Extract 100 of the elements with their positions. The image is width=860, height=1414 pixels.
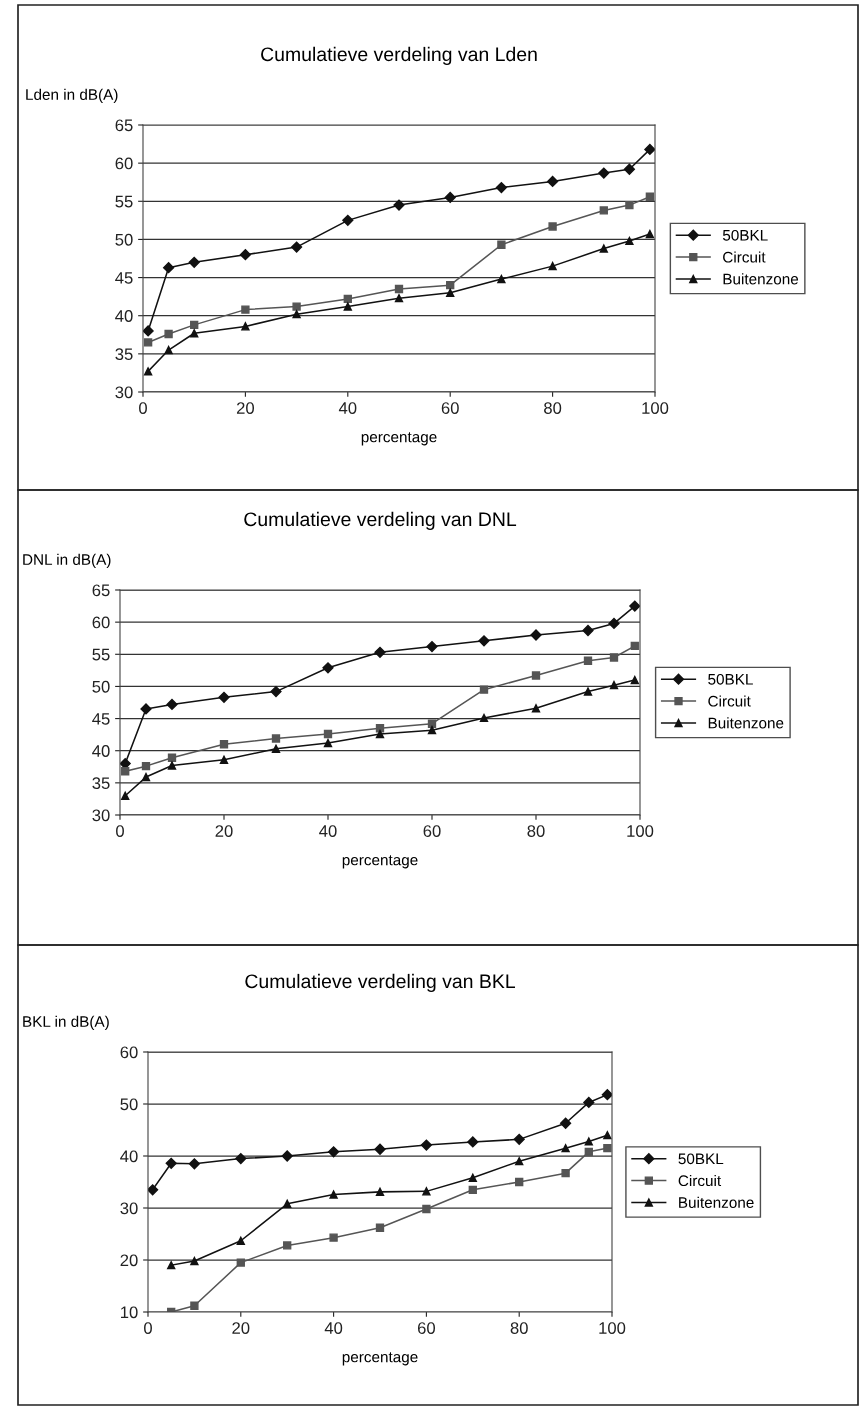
point	[630, 675, 639, 685]
x-tick-label: 100	[627, 825, 654, 837]
point	[478, 635, 490, 647]
y-tick-label: 40	[92, 745, 110, 757]
chart-title: Cumulatieve verdeling van BKL	[245, 973, 516, 992]
point	[239, 249, 252, 261]
point	[323, 738, 333, 748]
x-tick-label: 80	[510, 1322, 528, 1334]
legend-label: 50BKL	[678, 1153, 724, 1165]
point	[583, 1096, 595, 1109]
point	[343, 294, 352, 304]
y-tick-label: 65	[115, 119, 133, 132]
point	[375, 1187, 385, 1197]
point	[236, 1236, 245, 1245]
point	[190, 1301, 199, 1310]
point	[497, 240, 506, 249]
legend-label: Circuit	[678, 1174, 722, 1187]
point	[468, 1185, 477, 1194]
point	[281, 1150, 293, 1162]
point	[271, 744, 281, 753]
x-tick-label: 60	[441, 402, 459, 414]
point	[561, 1144, 570, 1153]
point	[394, 294, 404, 303]
point	[583, 687, 593, 696]
x-axis-title: percentage	[361, 432, 437, 446]
point	[515, 1157, 524, 1166]
point	[599, 206, 608, 215]
point	[375, 729, 385, 739]
point	[548, 222, 557, 231]
y-tick-label: 60	[92, 616, 110, 629]
point	[143, 338, 153, 347]
x-tick-label: 60	[417, 1322, 436, 1334]
point	[374, 646, 386, 658]
point	[546, 175, 559, 188]
point	[601, 1089, 612, 1101]
x-tick-label: 80	[527, 825, 545, 837]
point	[531, 671, 541, 680]
y-tick-label: 10	[121, 1306, 138, 1319]
point	[219, 740, 229, 749]
point	[164, 329, 173, 339]
x-tick-label: 40	[319, 825, 337, 837]
x-tick-label: 20	[215, 825, 233, 837]
chart-title: Cumulatieve verdeling van DNL	[244, 511, 517, 530]
point	[394, 284, 404, 294]
point	[513, 1133, 525, 1145]
x-axis-title: percentage	[342, 1352, 418, 1366]
point	[446, 281, 455, 290]
point	[148, 1184, 159, 1196]
point	[582, 624, 594, 637]
y-tick-label: 20	[120, 1254, 138, 1267]
x-tick-label: 60	[423, 825, 441, 837]
y-tick-label: 60	[115, 157, 133, 170]
x-tick-label: 0	[139, 402, 147, 414]
point	[515, 1177, 524, 1187]
point	[271, 734, 281, 743]
point	[583, 656, 593, 665]
point	[270, 685, 282, 698]
point	[121, 767, 130, 776]
point	[625, 236, 634, 246]
point	[561, 1168, 570, 1178]
legend-label: Buitenzone	[723, 273, 799, 285]
point	[584, 1137, 593, 1146]
y-tick-label: 40	[120, 1150, 138, 1163]
point	[283, 1199, 292, 1209]
point	[167, 761, 177, 770]
point	[420, 1139, 433, 1151]
point	[644, 143, 655, 156]
y-axis-title: Lden in dB(A)	[26, 88, 118, 103]
point	[625, 200, 634, 210]
point	[559, 1117, 572, 1129]
x-tick-label: 40	[324, 1322, 343, 1334]
point	[162, 262, 175, 274]
y-tick-label: 30	[115, 386, 133, 399]
point	[603, 1144, 612, 1153]
point	[283, 1241, 292, 1250]
x-tick-label: 100	[599, 1322, 626, 1334]
point	[322, 662, 334, 674]
point	[629, 600, 640, 612]
point	[427, 725, 437, 735]
y-axis-title: BKL in dB(A)	[23, 1015, 109, 1030]
point	[167, 1261, 176, 1270]
point	[218, 691, 230, 703]
point	[645, 229, 655, 239]
point	[165, 1157, 177, 1169]
point	[235, 1152, 247, 1165]
y-tick-label: 55	[92, 648, 110, 661]
y-tick-label: 35	[115, 348, 133, 361]
chart-title: Cumulatieve verdeling van Lden	[261, 46, 537, 65]
point	[598, 167, 610, 179]
point	[374, 1143, 386, 1155]
point	[343, 302, 352, 311]
point	[342, 214, 354, 226]
point	[143, 325, 154, 337]
x-tick-label: 20	[232, 1322, 250, 1334]
x-axis-title: percentage	[342, 855, 418, 869]
point	[329, 1190, 338, 1199]
point	[241, 305, 250, 314]
x-tick-label: 40	[338, 402, 357, 414]
point	[219, 755, 229, 764]
y-tick-label: 30	[92, 809, 110, 822]
